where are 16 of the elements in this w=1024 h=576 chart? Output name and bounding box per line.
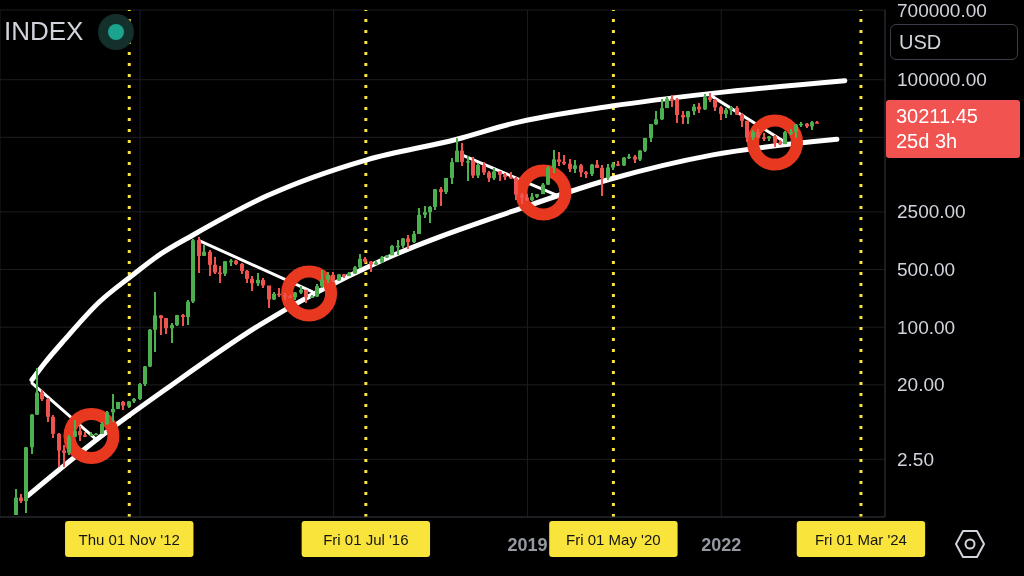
x-tick-label: 2019 [507, 535, 548, 555]
x-tick-label: 2022 [701, 535, 742, 555]
chart-title: INDEX [4, 16, 84, 46]
y-tick-label: 2.50 [897, 448, 934, 470]
y-tick-label: 20.00 [897, 374, 945, 396]
y-tick-label: 500.00 [897, 259, 956, 281]
ref-line-label: Fri 01 Jul '16 [323, 530, 409, 548]
y-tick-label: 100.00 [897, 316, 956, 338]
y-tick-label: 2500.00 [897, 201, 966, 223]
y-tick-label: 700000.00 [897, 0, 987, 21]
y-tick-label: 100000.00 [897, 69, 987, 91]
ref-line-label: Fri 01 May '20 [566, 530, 661, 548]
ref-line-label: Fri 01 Mar '24 [814, 530, 907, 548]
ref-line-label: Thu 01 Nov '12 [78, 530, 180, 548]
y-axis-title: USD [890, 24, 1018, 60]
text: 30211.45 25d 3h [886, 100, 1020, 158]
